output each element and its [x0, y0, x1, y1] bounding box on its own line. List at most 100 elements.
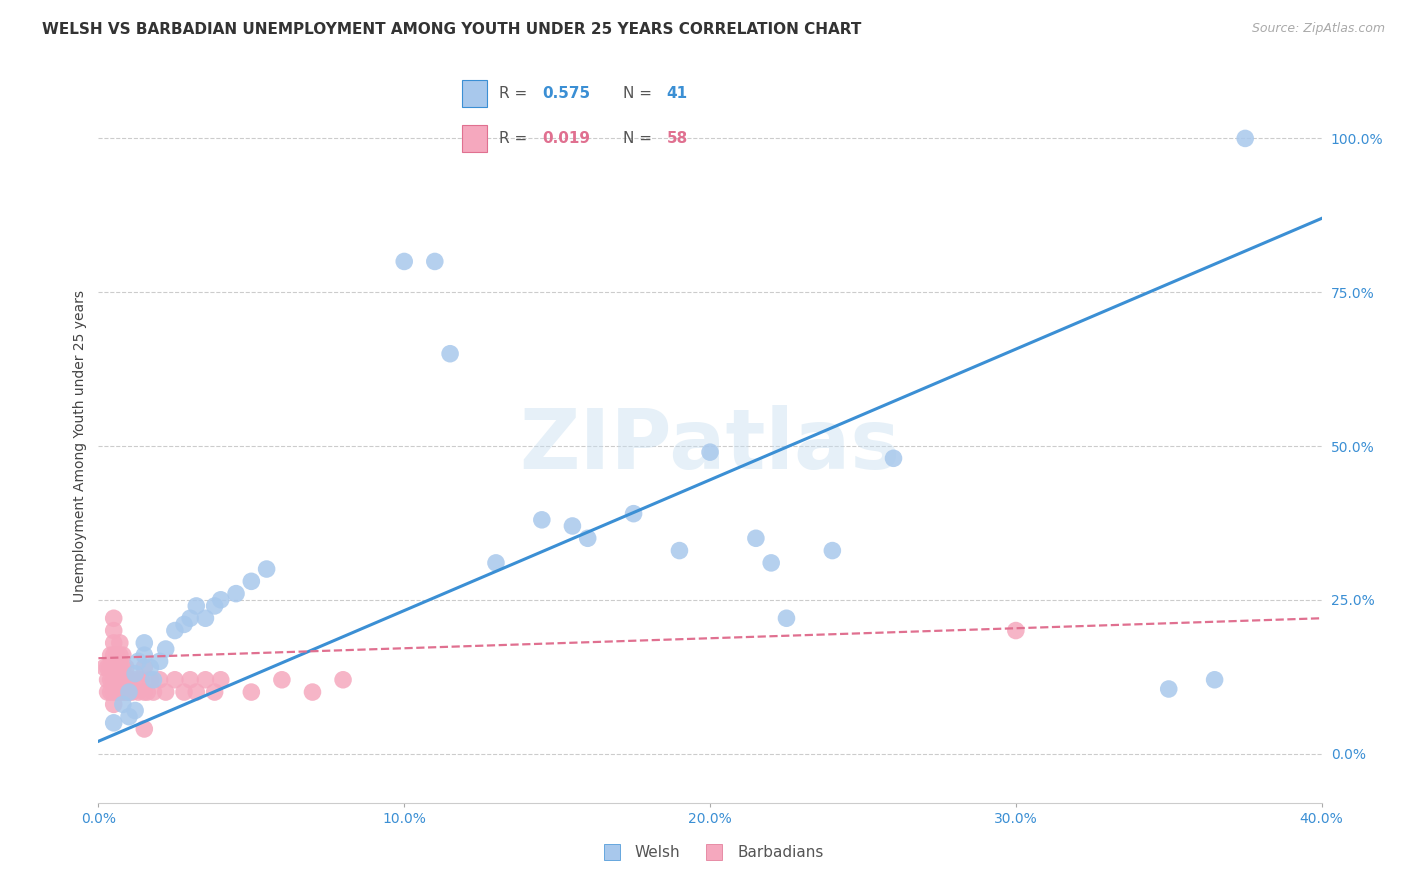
Point: [115, 660, 138, 674]
Point: [118, 685, 141, 699]
Text: 0.019: 0.019: [543, 131, 591, 145]
Point: [118, 673, 141, 687]
Point: [240, 574, 263, 589]
Point: [142, 673, 165, 687]
Text: R =: R =: [499, 131, 533, 145]
Bar: [463, 80, 486, 107]
Point: [204, 685, 226, 699]
Point: [124, 704, 146, 718]
Text: R =: R =: [499, 87, 533, 101]
Point: [163, 624, 186, 638]
Point: [121, 685, 143, 699]
Point: [173, 685, 195, 699]
Point: [142, 685, 165, 699]
Point: [1204, 673, 1226, 687]
Text: WELSH VS BARBADIAN UNEMPLOYMENT AMONG YOUTH UNDER 25 YEARS CORRELATION CHART: WELSH VS BARBADIAN UNEMPLOYMENT AMONG YO…: [42, 22, 862, 37]
Text: N =: N =: [623, 131, 657, 145]
Point: [256, 562, 278, 576]
Point: [103, 611, 125, 625]
Point: [127, 685, 149, 699]
Point: [423, 254, 446, 268]
Y-axis label: Unemployment Among Youth under 25 years: Unemployment Among Youth under 25 years: [73, 290, 87, 602]
Point: [699, 445, 721, 459]
Point: [134, 685, 156, 699]
Point: [103, 685, 125, 699]
Point: [134, 660, 156, 674]
Point: [155, 685, 177, 699]
Point: [103, 673, 125, 687]
Point: [204, 599, 226, 613]
Point: [209, 592, 232, 607]
Point: [1234, 131, 1257, 145]
Point: [623, 507, 645, 521]
Point: [118, 685, 141, 699]
Point: [179, 611, 201, 625]
Point: [97, 685, 120, 699]
Point: [111, 660, 134, 674]
Point: [103, 624, 125, 638]
Point: [100, 673, 122, 687]
Point: [105, 648, 128, 662]
Point: [127, 654, 149, 668]
Point: [111, 648, 134, 662]
Point: [439, 347, 461, 361]
Text: N =: N =: [623, 87, 657, 101]
Point: [209, 673, 232, 687]
Point: [139, 673, 162, 687]
Point: [100, 648, 122, 662]
Point: [392, 254, 416, 268]
Point: [108, 685, 131, 699]
Point: [108, 648, 131, 662]
Point: [225, 587, 247, 601]
Point: [134, 722, 156, 736]
Point: [149, 673, 172, 687]
Point: [108, 660, 131, 674]
Point: [129, 673, 152, 687]
Bar: [463, 125, 486, 152]
Point: [576, 531, 599, 545]
Point: [163, 673, 186, 687]
Point: [115, 673, 138, 687]
Point: [775, 611, 797, 625]
Point: [821, 543, 844, 558]
Point: [103, 660, 125, 674]
Point: [139, 660, 162, 674]
Text: 41: 41: [666, 87, 688, 101]
Point: [100, 660, 122, 674]
Text: 58: 58: [666, 131, 688, 145]
Point: [111, 673, 134, 687]
Text: 0.575: 0.575: [543, 87, 591, 101]
Point: [240, 685, 263, 699]
Point: [108, 673, 131, 687]
Point: [194, 611, 217, 625]
Point: [103, 648, 125, 662]
Point: [173, 617, 195, 632]
Point: [1004, 624, 1026, 638]
Point: [111, 685, 134, 699]
Text: ZIPatlas: ZIPatlas: [520, 406, 900, 486]
Point: [105, 660, 128, 674]
Legend: Welsh, Barbadians: Welsh, Barbadians: [591, 839, 830, 866]
Point: [883, 451, 905, 466]
Point: [155, 642, 177, 657]
Point: [179, 673, 201, 687]
Point: [108, 636, 131, 650]
Point: [115, 685, 138, 699]
Point: [111, 698, 134, 712]
Point: [1157, 681, 1180, 696]
Point: [105, 685, 128, 699]
Point: [97, 673, 120, 687]
Point: [118, 709, 141, 723]
Text: Source: ZipAtlas.com: Source: ZipAtlas.com: [1251, 22, 1385, 36]
Point: [745, 531, 768, 545]
Point: [124, 666, 146, 681]
Point: [93, 660, 115, 674]
Point: [136, 685, 159, 699]
Point: [105, 673, 128, 687]
Point: [194, 673, 217, 687]
Point: [301, 685, 323, 699]
Point: [530, 513, 553, 527]
Point: [332, 673, 354, 687]
Point: [561, 519, 583, 533]
Point: [103, 636, 125, 650]
